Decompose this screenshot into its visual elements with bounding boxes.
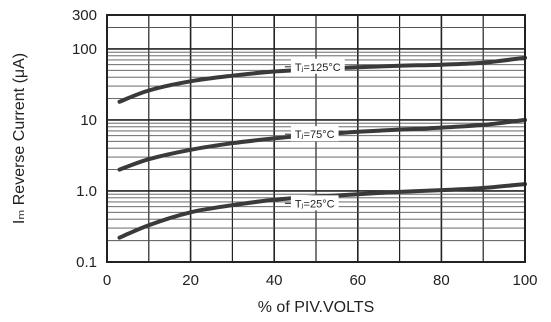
curve-label-1: Tⱼ=75°C: [295, 129, 335, 141]
curve-labels: Tⱼ=125°C Tⱼ=75°C Tⱼ=25°C: [284, 58, 345, 211]
plot-frame: [106, 14, 526, 263]
curve-label-0: Tⱼ=125°C: [295, 62, 341, 74]
y-tick-label: 1.0: [76, 183, 97, 200]
x-tick-label: 0: [103, 272, 111, 289]
x-tick-label: 100: [512, 272, 537, 289]
y-tick-label: 0.1: [76, 254, 97, 271]
tick-labels: 0 20 40 60 80 100 0.1 1.0 10 100 300: [72, 7, 538, 289]
curve-label-bg: [290, 58, 345, 74]
x-tick-label: 40: [266, 272, 283, 289]
y-tick-label: 300: [72, 7, 97, 24]
x-tick-label: 60: [349, 272, 366, 289]
x-tick-label: 20: [182, 272, 199, 289]
y-tick-label: 10: [80, 112, 97, 129]
curve-label-bg: [290, 195, 339, 211]
x-tick-label: 80: [433, 272, 450, 289]
x-axis-title: % of PIV.VOLTS: [258, 299, 375, 316]
curve-label-bg: [290, 126, 339, 142]
y-tick-label: 100: [72, 41, 97, 58]
y-axis-title: Iₘ Reverse Current (μA): [11, 53, 28, 224]
curve-label-2: Tⱼ=25°C: [295, 198, 335, 210]
series-curve-2: [117, 182, 527, 240]
